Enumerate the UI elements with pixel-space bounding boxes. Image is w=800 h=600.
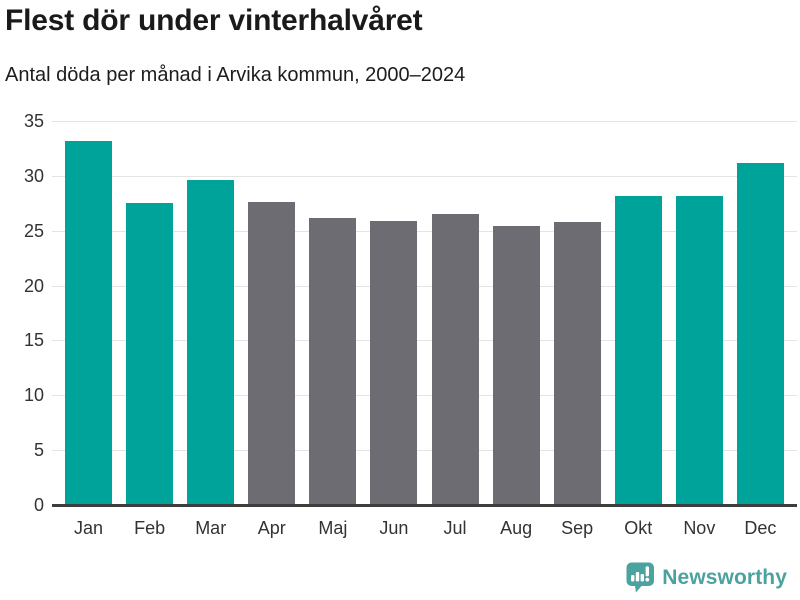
y-tick-label-20: 20 bbox=[23, 275, 44, 296]
chart-subtitle: Antal döda per månad i Arvika kommun, 20… bbox=[5, 64, 466, 86]
x-tick-label-jan: Jan bbox=[74, 518, 104, 538]
x-tick-label-aug: Aug bbox=[500, 518, 533, 538]
bar-slot-dec bbox=[730, 121, 791, 505]
bar-aug bbox=[492, 226, 540, 505]
bar-apr bbox=[248, 202, 296, 505]
y-tick-label-15: 15 bbox=[23, 330, 44, 351]
x-tick-label-mar: Mar bbox=[195, 518, 227, 538]
y-tick-label-25: 25 bbox=[23, 220, 44, 241]
x-tick-label-nov: Nov bbox=[683, 518, 716, 538]
x-axis-line bbox=[52, 504, 797, 507]
gridline-30 bbox=[52, 175, 797, 177]
bar-feb bbox=[126, 203, 174, 505]
y-axis: 0 5 10 15 20 25 30 35 bbox=[0, 112, 44, 514]
x-tick-label-dec: Dec bbox=[744, 518, 777, 538]
bar-jan bbox=[65, 140, 113, 505]
gridline-35 bbox=[52, 121, 797, 122]
bar-slot-jan bbox=[58, 121, 119, 505]
x-tick-label-jul: Jul bbox=[443, 518, 467, 538]
gridline-10 bbox=[52, 395, 797, 397]
gridline-20 bbox=[52, 285, 797, 287]
bar-series bbox=[52, 121, 797, 505]
bar-slot-jun bbox=[363, 121, 424, 505]
bar-slot-feb bbox=[119, 121, 180, 505]
x-tick-label-feb: Feb bbox=[134, 518, 166, 538]
x-tick-label-sep: Sep bbox=[561, 518, 594, 538]
newsworthy-icon bbox=[626, 562, 655, 593]
gridline-5 bbox=[52, 450, 797, 452]
bar-okt bbox=[614, 195, 662, 505]
y-tick-label-0: 0 bbox=[33, 495, 44, 515]
plot-area bbox=[52, 121, 797, 507]
x-tick-label-maj: Maj bbox=[318, 518, 348, 538]
bar-slot-sep bbox=[547, 121, 608, 505]
newsworthy-logo: Newsworthy bbox=[626, 562, 787, 593]
x-tick-label-jun: Jun bbox=[379, 518, 409, 538]
bar-slot-apr bbox=[241, 121, 302, 505]
bar-mar bbox=[187, 180, 235, 505]
x-axis-labels: Jan Feb Mar Apr Maj Jun Jul Aug Sep Okt Nov Dec bbox=[52, 518, 797, 539]
y-tick-label-5: 5 bbox=[33, 440, 44, 461]
bar-slot-jul bbox=[424, 121, 485, 505]
bar-sep bbox=[553, 221, 601, 505]
bar-slot-maj bbox=[302, 121, 363, 505]
newsworthy-wordmark: Newsworthy bbox=[662, 565, 787, 589]
x-tick-label-apr: Apr bbox=[257, 518, 286, 538]
y-tick-label-30: 30 bbox=[23, 165, 44, 186]
bar-jul bbox=[431, 214, 479, 505]
chart-title: Flest dör under vinterhalvåret bbox=[5, 4, 423, 37]
y-tick-label-10: 10 bbox=[23, 385, 44, 406]
bar-slot-aug bbox=[486, 121, 547, 505]
bar-slot-nov bbox=[669, 121, 730, 505]
gridline-15 bbox=[52, 340, 797, 342]
bar-dec bbox=[736, 162, 784, 505]
x-tick-label-okt: Okt bbox=[624, 518, 653, 538]
bar-nov bbox=[675, 195, 723, 505]
gridline-25 bbox=[52, 230, 797, 232]
bar-slot-mar bbox=[180, 121, 241, 505]
bar-jun bbox=[370, 220, 418, 505]
y-tick-label-35: 35 bbox=[23, 111, 44, 131]
bar-slot-okt bbox=[608, 121, 669, 505]
bar-maj bbox=[309, 217, 357, 505]
